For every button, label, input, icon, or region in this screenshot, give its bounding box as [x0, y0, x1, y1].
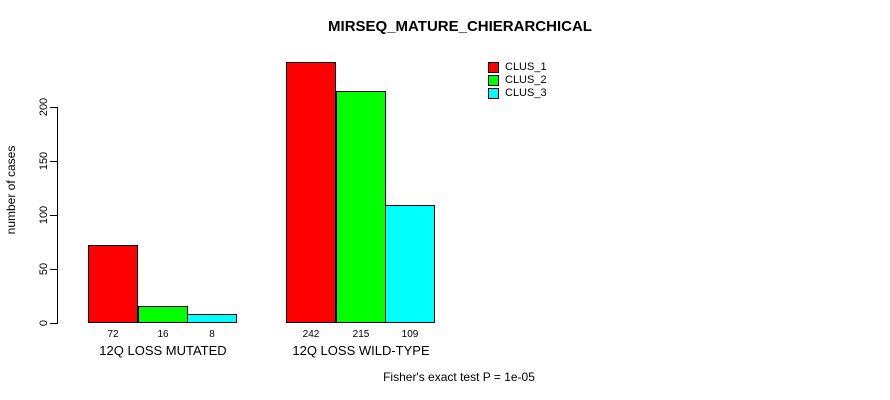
y-tick-label: 200: [38, 97, 50, 117]
bar-clus_1-group2: [286, 62, 336, 323]
y-tick: [50, 215, 57, 216]
bar-value-label: 215: [352, 329, 370, 340]
chart-title: MIRSEQ_MATURE_CHIERARCHICAL: [328, 18, 592, 35]
y-tick: [50, 107, 57, 108]
legend-swatch-icon: [488, 88, 499, 99]
bar-clus_3-group2: [385, 205, 435, 323]
legend-entry: CLUS_2: [488, 74, 547, 87]
y-axis-title: number of cases: [4, 145, 18, 235]
legend: CLUS_1 CLUS_2 CLUS_3: [488, 61, 547, 100]
bar-value-label: 72: [107, 329, 119, 340]
legend-label: CLUS_2: [505, 74, 547, 86]
y-tick-label: 150: [38, 151, 50, 171]
bar-clus_3-group1: [187, 314, 237, 323]
y-tick-label: 50: [38, 262, 50, 276]
legend-swatch-icon: [488, 75, 499, 86]
bar-clus_2-group2: [336, 91, 386, 323]
y-axis-line: [57, 107, 58, 324]
legend-entry: CLUS_1: [488, 61, 547, 74]
y-tick: [50, 269, 57, 270]
category-label: 12Q LOSS WILD-TYPE: [292, 343, 430, 358]
y-tick-label: 0: [38, 319, 50, 327]
y-tick: [50, 323, 57, 324]
bar-value-label: 16: [157, 329, 169, 340]
bar-value-label: 109: [401, 329, 419, 340]
bar-value-label: 242: [302, 329, 320, 340]
bar-clus_1-group1: [88, 245, 138, 323]
legend-label: CLUS_1: [505, 61, 547, 73]
bar-clus_2-group1: [138, 306, 188, 323]
legend-label: CLUS_3: [505, 87, 547, 99]
legend-entry: CLUS_3: [488, 87, 547, 100]
y-tick: [50, 161, 57, 162]
category-label: 12Q LOSS MUTATED: [99, 343, 227, 358]
y-tick-label: 100: [38, 205, 50, 225]
annotation-text: Fisher's exact test P = 1e-05: [383, 370, 535, 384]
bar-value-label: 8: [209, 329, 215, 340]
legend-swatch-icon: [488, 62, 499, 73]
